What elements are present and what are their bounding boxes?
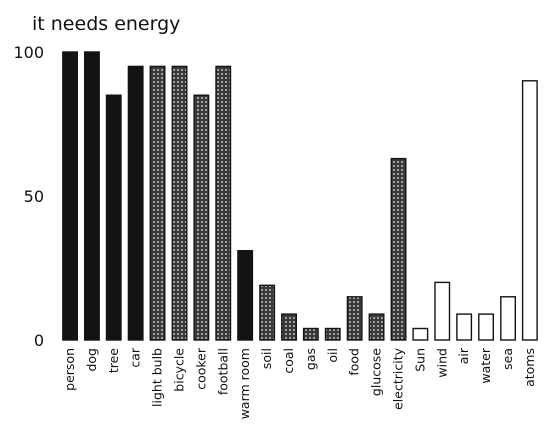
x-tick-label: light bulb: [150, 348, 165, 407]
bar-electricity: [390, 157, 407, 341]
x-tick-label: warm room: [237, 348, 252, 419]
bars: [62, 51, 538, 341]
bar-water: [478, 313, 494, 341]
x-tick-label: sea: [500, 348, 515, 370]
bar-sun: [412, 327, 429, 341]
x-tick-label: gas: [303, 348, 318, 370]
x-axis-labels: person dog tree car light bulb bicycle cooker f…: [62, 347, 537, 419]
bar-soil: [259, 284, 276, 341]
bar-light-bulb: [149, 65, 166, 341]
x-tick-label: car: [128, 347, 143, 368]
bar-food: [346, 296, 363, 341]
bar-wind: [434, 281, 451, 341]
x-tick-label: person: [62, 348, 77, 391]
bar-cooker: [193, 94, 210, 341]
x-tick-label: air: [456, 347, 471, 364]
x-tick-label: dog: [84, 348, 99, 372]
x-tick-label: atoms: [522, 348, 537, 387]
x-tick-label: glucose: [369, 348, 384, 396]
bar-sea: [500, 296, 516, 341]
y-tick-label: 0: [34, 331, 44, 350]
bar-person: [62, 51, 78, 341]
bar-car: [127, 65, 144, 341]
bar-gas: [302, 327, 319, 341]
x-tick-label: food: [347, 348, 362, 376]
y-tick-label: 100: [13, 43, 44, 62]
bar-air: [456, 313, 473, 341]
x-tick-label: electricity: [391, 347, 406, 409]
bar-coal: [281, 313, 297, 341]
chart-title: it needs energy: [32, 13, 180, 35]
bar-dog: [83, 51, 100, 341]
x-tick-label: coal: [281, 348, 296, 374]
bar-atoms: [521, 80, 538, 341]
bar-glucose: [368, 313, 385, 341]
x-tick-label: tree: [106, 348, 121, 373]
y-tick-label: 50: [24, 187, 44, 206]
y-axis: 0 50 100: [13, 43, 44, 350]
x-tick-label: oil: [325, 348, 340, 363]
bar-bicycle: [171, 65, 188, 341]
x-tick-label: bicycle: [172, 348, 187, 392]
x-tick-label: cooker: [193, 347, 208, 390]
bar-warm-room: [237, 249, 254, 341]
x-tick-label: soil: [259, 348, 274, 369]
x-tick-label: Sun: [412, 348, 427, 372]
bar-football: [215, 65, 232, 341]
x-tick-label: wind: [434, 348, 449, 378]
x-tick-label: water: [478, 347, 493, 383]
bar-oil: [324, 327, 341, 341]
bar-tree: [105, 94, 122, 341]
x-tick-label: football: [215, 348, 230, 395]
